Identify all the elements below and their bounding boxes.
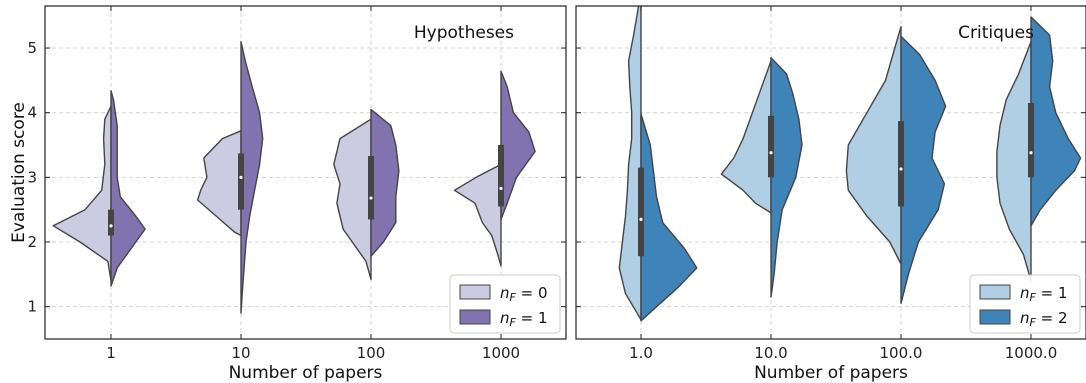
legend-label: nF = 1 (1020, 284, 1068, 304)
y-tick-label: 2 (27, 233, 37, 251)
legend: nF = 1 nF = 2 (969, 274, 1081, 334)
plot-area (52, 40, 536, 314)
y-tick-label: 3 (27, 168, 37, 186)
box-1000 (498, 145, 504, 207)
median-marker-100.0 (899, 167, 903, 171)
legend-label: nF = 2 (1020, 309, 1068, 329)
violin-nF=1-1000 (500, 70, 536, 221)
box-1000.0 (1028, 102, 1034, 178)
panel-critiques: 1.0 10.0 100.0 1000.0 Number of papers Critiq… (575, 5, 1086, 383)
violin-nF=2-10.0 (770, 57, 803, 298)
panel-title: Critiques (958, 23, 1034, 43)
y-tick-label: 4 (27, 104, 37, 122)
x-tick-label: 1 (106, 344, 116, 362)
violin-nF=1-1 (110, 90, 146, 287)
violin-nF=1-10.0 (720, 60, 772, 214)
x-tick-label: 1000 (482, 344, 520, 362)
x-axis-label: Number of papers (754, 363, 908, 383)
axes-frame (575, 5, 1086, 340)
violin-nF=1-1.0 (618, 6, 642, 321)
box-1.0 (638, 167, 644, 257)
median-marker-1.0 (639, 217, 643, 221)
legend-swatch (979, 309, 1011, 325)
violin-nF=0-10 (196, 130, 242, 237)
box-100 (368, 156, 374, 220)
violin-nF=1-100 (370, 108, 400, 257)
x-tick-label: 10 (231, 344, 250, 362)
box-100.0 (898, 121, 904, 207)
median-marker-1000 (499, 186, 503, 190)
violin-nF=2-100.0 (900, 35, 947, 305)
x-tick-label: 100 (357, 344, 386, 362)
median-marker-1 (109, 224, 113, 228)
median-marker-100 (369, 196, 373, 200)
legend-label: nF = 1 (500, 309, 548, 329)
violin-nF=0-1000 (453, 163, 502, 267)
axes-frame (44, 5, 567, 340)
legend-swatch (459, 284, 491, 300)
violin-nF=2-1000.0 (1030, 16, 1082, 227)
x-tick-label: 100.0 (880, 344, 923, 362)
legend-swatch (979, 284, 1011, 300)
y-tick-label: 5 (27, 39, 37, 57)
x-tick-label: 10.0 (754, 344, 787, 362)
violin-nF=1-10 (240, 40, 264, 314)
box-1 (108, 209, 114, 236)
median-marker-10 (239, 175, 243, 179)
legend-swatch (459, 309, 491, 325)
median-marker-10.0 (769, 151, 773, 155)
x-axis-label: Number of papers (229, 363, 383, 383)
plot-area (618, 6, 1082, 322)
median-marker-1000.0 (1029, 151, 1033, 155)
panel-hypotheses: 1 2 3 4 5 1 10 100 1000 Number of papers Evaluatio… (9, 5, 567, 383)
x-tick-label: 1.0 (629, 344, 653, 362)
legend-label: nF = 0 (500, 284, 548, 304)
violin-nF=0-1 (52, 105, 112, 282)
y-tick-label: 1 (27, 298, 37, 316)
violin-nF=2-1.0 (640, 113, 698, 322)
box-10 (238, 153, 244, 210)
violin-nF=1-100.0 (845, 26, 902, 265)
violin-nF=0-100 (333, 118, 372, 281)
x-tick-label: 1000.0 (1005, 344, 1058, 362)
y-axis-label: Evaluation score (9, 102, 29, 243)
violin-nF=1-1000.0 (996, 40, 1032, 282)
panel-title: Hypotheses (414, 23, 514, 43)
legend: nF = 0 nF = 1 (449, 274, 561, 334)
box-10.0 (768, 115, 774, 178)
